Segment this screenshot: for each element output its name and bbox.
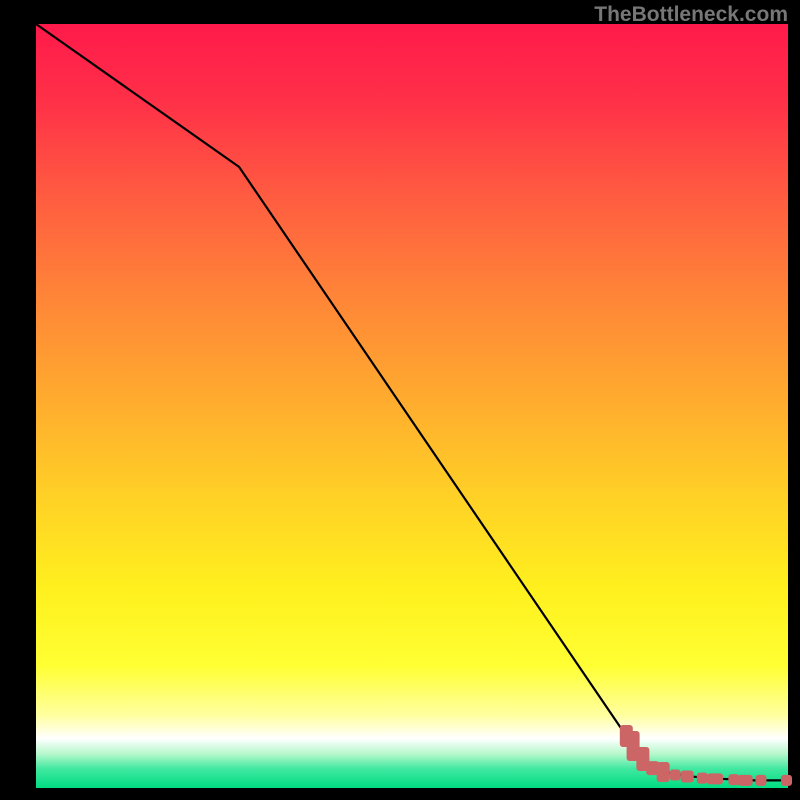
data-marker xyxy=(697,773,708,784)
chart-root: TheBottleneck.com xyxy=(0,0,800,800)
watermark-label: TheBottleneck.com xyxy=(594,3,788,27)
chart-overlay xyxy=(0,0,800,800)
data-marker xyxy=(681,771,694,783)
data-line xyxy=(36,24,788,780)
data-marker xyxy=(657,762,670,782)
data-marker xyxy=(738,775,753,786)
data-marker xyxy=(781,775,792,786)
data-marker xyxy=(755,775,766,786)
data-marker xyxy=(707,773,723,784)
data-marker xyxy=(670,770,681,781)
